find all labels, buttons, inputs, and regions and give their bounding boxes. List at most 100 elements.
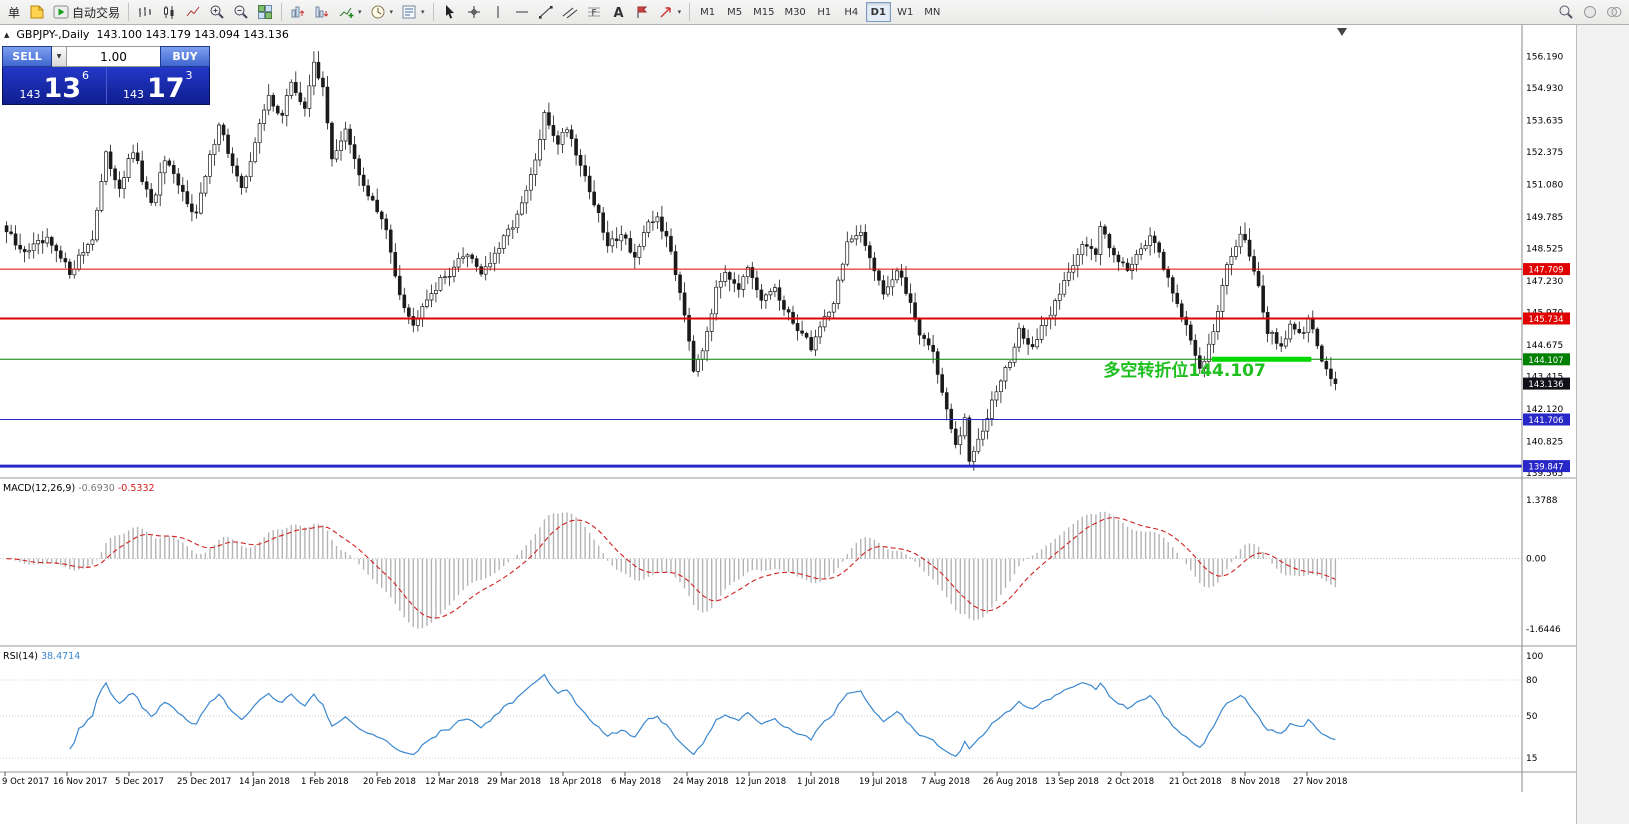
buy-price-sup: 3: [185, 69, 193, 82]
price-tag: 145.734: [1523, 312, 1570, 325]
cursor-tool-button[interactable]: [438, 1, 462, 23]
chart-annotation[interactable]: 多空转折位144.107: [1103, 360, 1265, 381]
sell-price[interactable]: 143 13 6: [3, 67, 106, 104]
sell-button[interactable]: SELL: [2, 46, 52, 67]
add-indicator-icon: [339, 7, 354, 18]
svg-text:143.136: 143.136: [1528, 380, 1563, 390]
volume-stepper[interactable]: ▼: [52, 46, 67, 67]
toolbar-separator: [128, 3, 130, 21]
sell-price-sup: 6: [82, 69, 90, 82]
template-button[interactable]: ▾: [397, 1, 429, 23]
vertical-line-icon: [497, 6, 499, 18]
timeframe-m30[interactable]: M30: [780, 2, 809, 22]
template-icon: [402, 5, 416, 19]
date-label: 2 Oct 2018: [1107, 777, 1154, 787]
date-label: 13 Sep 2018: [1045, 777, 1099, 787]
misc-button-2[interactable]: [1602, 1, 1626, 23]
crosshair-tool-button[interactable]: [462, 1, 486, 23]
label-tool-button[interactable]: [630, 1, 654, 23]
trendline-tool-button[interactable]: [534, 1, 558, 23]
auto-trading-button[interactable]: 自动交易: [49, 1, 124, 23]
price-tag: 141.706: [1523, 413, 1570, 426]
channel-icon: [562, 7, 577, 19]
date-label: 29 Mar 2018: [487, 777, 541, 787]
search-button[interactable]: [1554, 1, 1578, 23]
right-panel: [1576, 25, 1629, 824]
toolbar-separator: [432, 3, 434, 21]
time-axis[interactable]: 9 Oct 2017 16 Nov 2017 5 Dec 2017 25 Dec 20…: [2, 772, 1347, 787]
price-axis[interactable]: 156.190 154.930 153.635 152.375 151.080 149.7…: [1523, 53, 1570, 480]
double-circle-icon: [1607, 7, 1622, 17]
price-chart[interactable]: [4, 51, 1338, 471]
macd-panel[interactable]: 1.3788 0.00 -1.6446 MACD(12,26,9) -0.6930 -…: [0, 483, 1561, 635]
fibonacci-icon: F: [587, 7, 600, 19]
text-tool-button[interactable]: A: [606, 1, 630, 23]
buy-button[interactable]: BUY: [160, 46, 210, 67]
buy-price-big: 17: [146, 73, 185, 104]
search-icon: [1559, 5, 1573, 19]
fibonacci-tool-button[interactable]: F: [582, 1, 606, 23]
horizontal-line-tool-button[interactable]: [510, 1, 534, 23]
date-label: 27 Nov 2018: [1293, 777, 1347, 787]
candlestick-chart-icon: [164, 6, 174, 19]
timeframe-d1[interactable]: D1: [865, 2, 891, 22]
bar-chart-button[interactable]: [133, 1, 157, 23]
arrange-up-button[interactable]: [286, 1, 310, 23]
label-flag-icon: [637, 6, 647, 18]
misc-button-1[interactable]: [1578, 1, 1602, 23]
date-label: 12 Mar 2018: [425, 777, 479, 787]
timeframe-mn[interactable]: MN: [920, 2, 945, 22]
tile-windows-button[interactable]: [253, 1, 277, 23]
dropdown-arrow-icon: ▾: [677, 8, 682, 16]
arrange-down-button[interactable]: [310, 1, 334, 23]
auto-trading-play-icon: [53, 5, 69, 19]
price-axis-label: 152.375: [1526, 148, 1563, 158]
volume-input[interactable]: [67, 46, 160, 67]
timeframe-w1[interactable]: W1: [893, 2, 918, 22]
rsi-axis-label: 80: [1526, 676, 1538, 686]
date-label: 14 Jan 2018: [239, 777, 290, 787]
date-label: 7 Aug 2018: [921, 777, 970, 787]
period-button[interactable]: ▾: [366, 1, 398, 23]
channel-tool-button[interactable]: [558, 1, 582, 23]
ohlc-values: 143.100 143.179 143.094 143.136: [96, 28, 289, 41]
cursor-icon: [445, 5, 454, 19]
rsi-label: RSI(14) 38.4714: [3, 651, 80, 662]
collapse-icon[interactable]: ▲: [4, 30, 10, 39]
toolbar-separator: [281, 3, 283, 21]
price-axis-label: 144.675: [1526, 341, 1563, 351]
new-order-button[interactable]: [25, 1, 49, 23]
dropdown-arrow-icon: ▾: [389, 8, 394, 16]
tile-windows-icon: [258, 5, 273, 19]
line-chart-icon: [186, 6, 200, 17]
rsi-axis-label: 15: [1526, 754, 1537, 764]
candlestick-chart-button[interactable]: [157, 1, 181, 23]
timeframe-m1[interactable]: M1: [695, 2, 720, 22]
add-indicator-button[interactable]: ▾: [334, 1, 366, 23]
shapes-tool-button[interactable]: ▾: [654, 1, 686, 23]
rsi-panel[interactable]: 100 80 50 15 RSI(14) 38.4714: [0, 651, 1543, 764]
zoom-in-icon: [210, 5, 224, 19]
svg-text:145.734: 145.734: [1528, 315, 1563, 325]
timeframe-m5[interactable]: M5: [722, 2, 747, 22]
zoom-in-button[interactable]: [205, 1, 229, 23]
buy-price-prefix: 143: [122, 88, 144, 101]
price-axis-label: 142.120: [1526, 405, 1563, 415]
timeframe-h1[interactable]: H1: [812, 2, 837, 22]
rsi-axis-label: 100: [1526, 652, 1543, 662]
auto-trading-label: 自动交易: [72, 5, 121, 20]
order-button[interactable]: 单: [3, 1, 25, 23]
zoom-out-button[interactable]: [229, 1, 253, 23]
timeframe-h4[interactable]: H4: [839, 2, 864, 22]
date-label: 12 Jun 2018: [735, 777, 786, 787]
macd-label: MACD(12,26,9) -0.6930 -0.5332: [3, 483, 155, 494]
buy-price[interactable]: 143 17 3: [105, 67, 210, 104]
shift-marker-icon[interactable]: [1337, 28, 1347, 36]
date-label: 20 Feb 2018: [363, 777, 416, 787]
macd-signal-line: [6, 517, 1336, 619]
line-chart-button[interactable]: [181, 1, 205, 23]
timeframe-m15[interactable]: M15: [749, 2, 778, 22]
vertical-line-tool-button[interactable]: [486, 1, 510, 23]
